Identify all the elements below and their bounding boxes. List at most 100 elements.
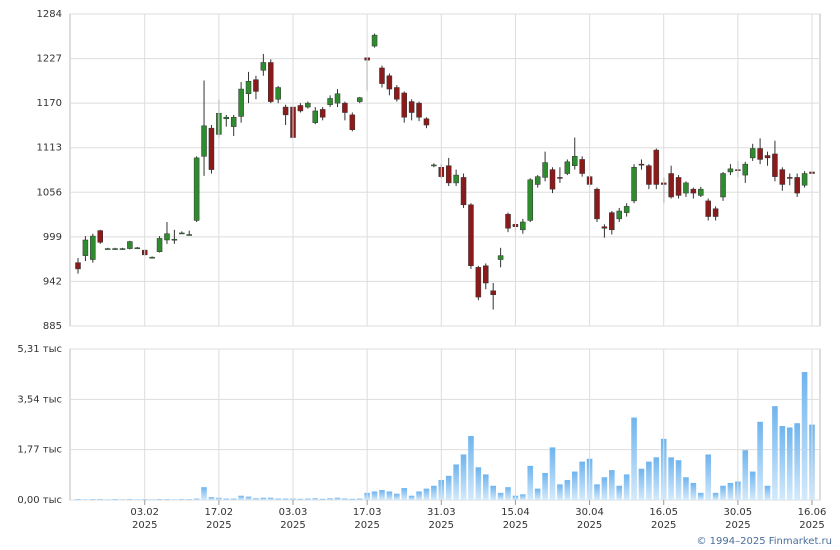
candle-body — [334, 93, 341, 104]
candle-body — [542, 162, 548, 178]
candle-body — [601, 226, 608, 229]
volume-bar — [371, 491, 378, 500]
x-tick-label: 16.06 2025 — [797, 507, 827, 531]
candle-body — [520, 221, 526, 231]
y-tick-label: 885 — [43, 321, 62, 332]
candle-body — [594, 188, 600, 220]
volume-bar — [468, 436, 474, 500]
candle-body — [379, 67, 385, 84]
candle-body — [223, 116, 230, 120]
x-tick-label: 31.03 2025 — [426, 507, 456, 531]
candle-body — [490, 290, 496, 295]
candle-body — [253, 79, 259, 92]
volume-bar — [416, 491, 422, 500]
volume-bar — [453, 464, 459, 500]
candle-body — [653, 149, 660, 185]
volume-bar — [764, 485, 771, 500]
candle-body — [683, 182, 689, 194]
candle-body — [698, 188, 704, 196]
volume-bar — [327, 498, 333, 500]
candle-body — [149, 256, 155, 259]
volume-bar — [757, 421, 763, 500]
volume-bar — [690, 482, 697, 500]
volume-bar — [394, 493, 400, 500]
volume-bar — [164, 499, 170, 500]
candle-body — [408, 101, 415, 113]
volume-bar — [631, 417, 637, 500]
candle-body — [238, 88, 244, 117]
volume-bar — [208, 497, 215, 500]
candle-body — [801, 173, 808, 186]
candle-body — [282, 106, 289, 116]
volume-bar — [319, 498, 326, 500]
candle-body — [112, 248, 118, 250]
x-tick-label: 03.03 2025 — [278, 507, 308, 531]
candle-body — [794, 177, 800, 194]
volume-bar — [786, 427, 793, 500]
candle-body — [401, 92, 407, 118]
candle-body — [75, 262, 81, 270]
candle-body — [579, 159, 585, 174]
volume-bar — [401, 488, 408, 500]
y-tick-label: 1170 — [37, 98, 62, 109]
volume-bar — [379, 490, 385, 500]
candle-body — [312, 110, 319, 123]
volume-bar — [445, 475, 452, 500]
candle-body — [394, 87, 400, 100]
candle-body — [497, 255, 504, 260]
candle-body — [327, 98, 333, 105]
volume-bar — [683, 477, 689, 500]
y-tick-label: 1056 — [37, 187, 62, 198]
candle-body — [468, 204, 474, 267]
volume-bar — [460, 454, 467, 500]
candle-body — [230, 116, 237, 127]
volume-bar — [705, 454, 712, 500]
volume-bar — [334, 497, 341, 500]
y-tick-label: 1,77 тыс — [17, 445, 62, 456]
volume-bar — [779, 426, 786, 500]
volume-bar — [475, 467, 482, 500]
volume-bar — [97, 499, 104, 500]
candle-body — [571, 156, 578, 166]
volume-bar — [408, 495, 415, 500]
volume-bar — [527, 465, 534, 500]
volume-bar — [112, 499, 118, 500]
volume-bar — [638, 468, 645, 500]
candle-body — [305, 102, 311, 108]
candle-body — [275, 87, 281, 100]
volume-bar — [342, 498, 348, 500]
volume-bar — [675, 460, 682, 500]
candle-body — [119, 248, 126, 250]
volume-bar — [697, 492, 704, 500]
footer: © 1994–2025 Finmarket.ru — [696, 536, 832, 547]
volume-bar — [609, 470, 615, 500]
candle-body — [82, 239, 89, 256]
volume-bar — [104, 499, 111, 500]
price-frame — [69, 13, 821, 327]
candle-body — [772, 153, 778, 177]
candle-body — [319, 109, 326, 118]
candle-body — [787, 177, 793, 179]
volume-bar — [712, 492, 719, 500]
y-tick-label: 942 — [43, 276, 62, 287]
volume-bar — [801, 372, 808, 500]
candle-body — [749, 148, 756, 159]
candle-body — [186, 234, 192, 236]
candle-body — [104, 248, 111, 250]
volume-bar — [742, 450, 749, 500]
candle-body — [416, 102, 422, 118]
x-tick-label: 03.02 2025 — [130, 507, 160, 531]
volume-bar — [623, 474, 630, 500]
volume-bar — [542, 472, 548, 500]
volume-bar — [557, 484, 563, 500]
y-tick-label: 1284 — [37, 9, 62, 20]
candle-body — [260, 62, 267, 71]
candle-body — [245, 80, 252, 95]
volume-bar — [772, 406, 778, 500]
volume-bar — [349, 498, 356, 500]
x-tick-label: 16.05 2025 — [649, 507, 679, 531]
volume-bar — [646, 461, 652, 500]
volume-bar — [794, 423, 800, 500]
x-tick-label: 17.03 2025 — [352, 507, 382, 531]
